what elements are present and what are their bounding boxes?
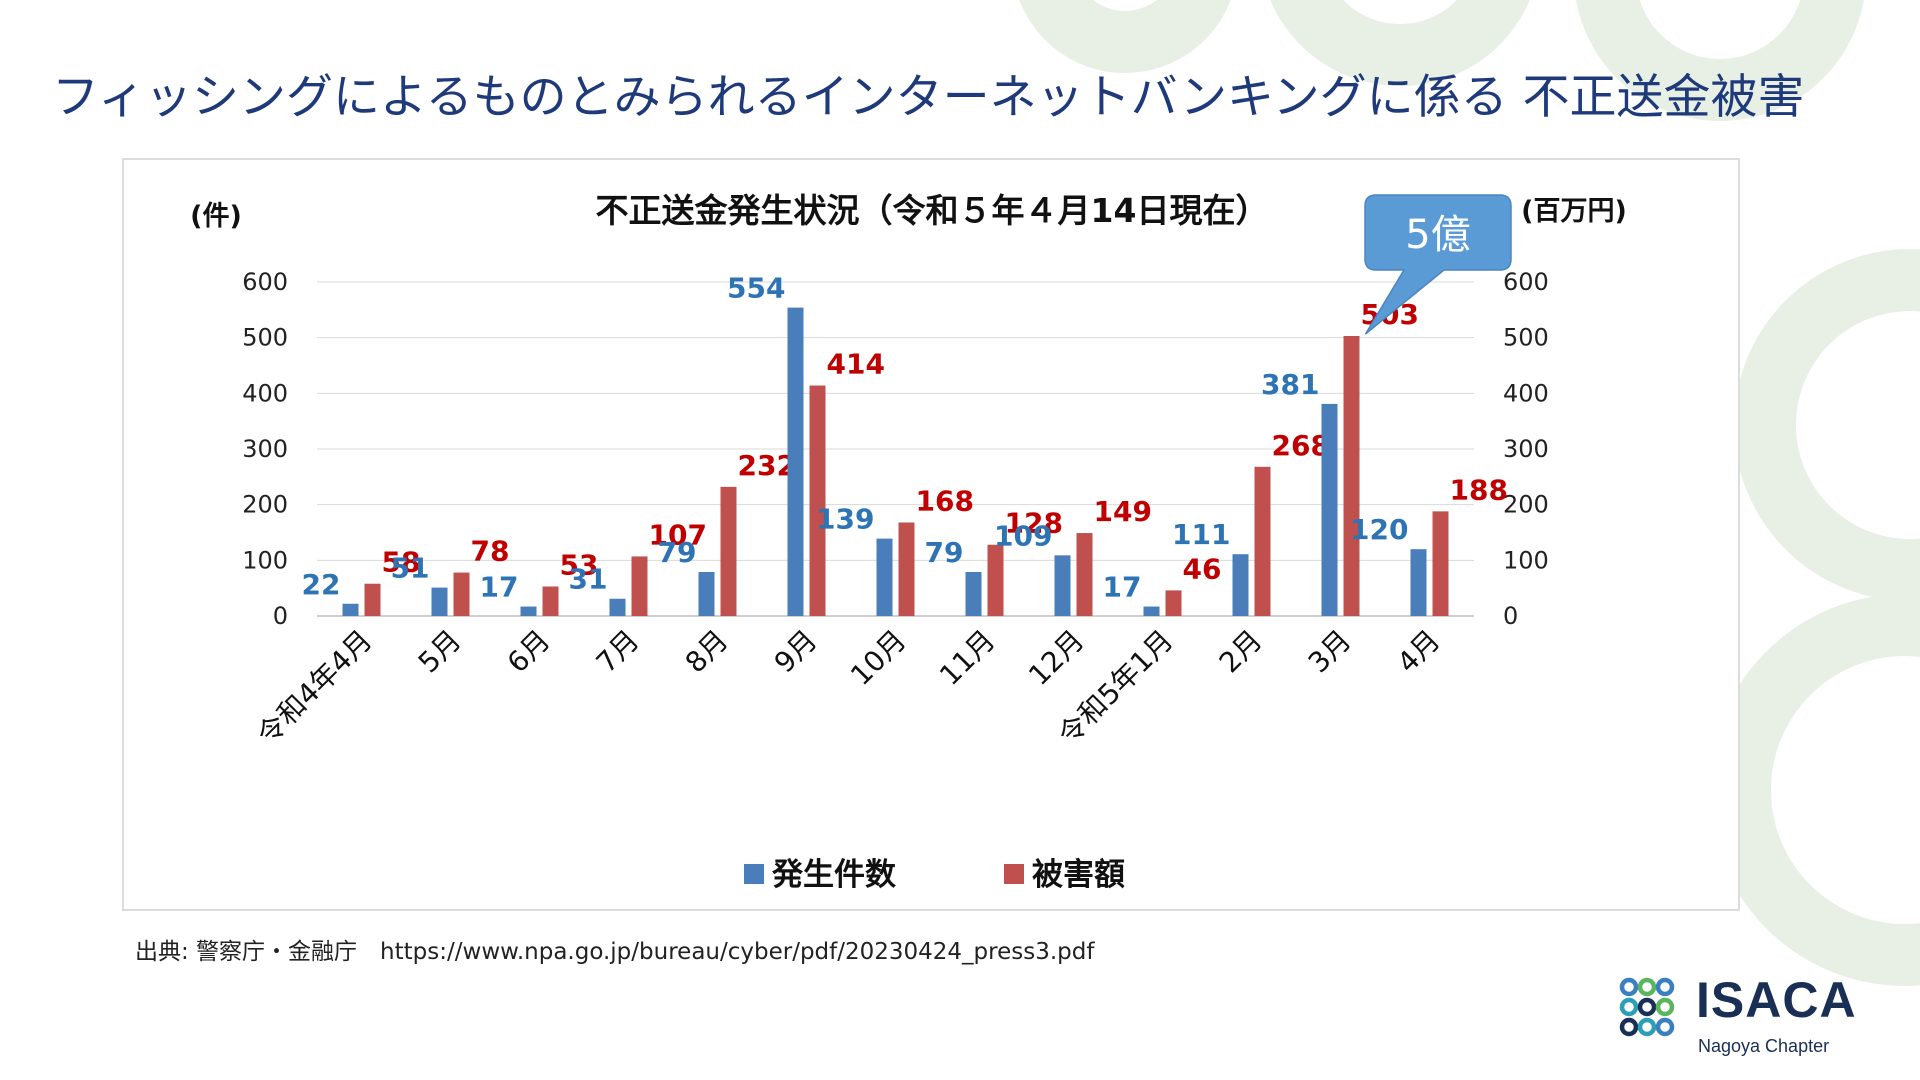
bar-amount [631, 556, 648, 616]
y-axis-label-right: (百万円) [1521, 196, 1627, 227]
legend-swatch-count [744, 864, 764, 884]
legend-label-count: 発生件数 [771, 857, 896, 893]
data-label-amount: 58 [382, 546, 421, 579]
legend-label-amount: 被害額 [1032, 857, 1125, 893]
bar-count [787, 307, 804, 616]
data-label-count: 17 [1103, 571, 1142, 604]
data-label-amount: 46 [1183, 552, 1222, 585]
bar-count [876, 538, 893, 616]
bar-count [1321, 403, 1338, 616]
data-label-count: 381 [1261, 368, 1319, 401]
y-tick-label-right: 100 [1503, 546, 1549, 574]
data-label-amount: 53 [560, 548, 599, 581]
x-tick-label: 11月 [933, 624, 1001, 692]
bar-amount [1254, 466, 1271, 616]
y-tick-label-left: 200 [242, 491, 288, 519]
bar-count [520, 606, 537, 616]
y-tick-label-left: 100 [242, 546, 288, 574]
data-label-amount: 78 [471, 535, 510, 568]
y-tick-label-left: 300 [242, 435, 288, 463]
y-tick-label-right: 600 [1503, 268, 1549, 296]
isaca-logo: ISACA Nagoya Chapter [1618, 972, 1868, 1063]
bar-count [1054, 555, 1071, 616]
data-label-count: 79 [925, 536, 964, 569]
bar-amount [453, 572, 470, 616]
legend-swatch-amount [1004, 864, 1024, 884]
x-tick-label: 4月 [1391, 624, 1447, 680]
y-tick-label-left: 0 [273, 602, 288, 630]
bar-chart: 0 0 100 100 200 200 300 300 400 400 500 500 600 600 不正… [190, 191, 1627, 893]
data-label-amount: 107 [649, 518, 707, 551]
data-label-count: 51 [391, 552, 430, 585]
bar-count [431, 587, 448, 616]
y-tick-label-left: 400 [242, 379, 288, 407]
data-label-count: 31 [569, 563, 608, 596]
y-axis-label-left: (件) [190, 201, 242, 232]
data-label-count: 139 [816, 503, 874, 536]
bar-amount [720, 486, 737, 616]
x-tick-label: 12月 [1022, 624, 1090, 692]
bar-amount [364, 583, 381, 616]
bar-count [609, 598, 626, 616]
data-label-amount: 168 [916, 484, 974, 517]
y-tick-label-left: 500 [242, 324, 288, 352]
x-tick-label: 7月 [590, 624, 646, 680]
bar-amount [542, 586, 559, 616]
data-label-amount: 414 [827, 348, 885, 381]
y-tick-label-right: 300 [1503, 435, 1549, 463]
source-citation: 出典: 警察庁・金融庁 https://www.npa.go.jp/bureau… [135, 939, 1095, 965]
bar-count [698, 572, 715, 616]
data-label-count: 79 [658, 536, 697, 569]
bar-count [965, 572, 982, 616]
data-label-count: 111 [1172, 518, 1230, 551]
bar-amount [809, 385, 826, 616]
x-tick-label: 8月 [679, 624, 735, 680]
data-label-amount: 232 [738, 449, 796, 482]
data-label-count: 554 [727, 272, 785, 305]
callout-label: 5億 [1405, 212, 1470, 258]
slide-title: フィッシングによるものとみられるインターネットバンキングに係る 不正送金被害 [52, 70, 1805, 125]
data-label-amount: 188 [1450, 473, 1508, 506]
data-label-count: 109 [994, 519, 1052, 552]
data-label-count: 22 [302, 568, 341, 601]
data-label-amount: 149 [1094, 495, 1152, 528]
logo-chapter: Nagoya Chapter [1698, 1036, 1830, 1056]
isaca-rings-icon [1619, 977, 1675, 1037]
x-tick-label: 3月 [1302, 624, 1358, 680]
bar-count [342, 603, 359, 616]
bar-amount [987, 544, 1004, 616]
x-tick-label: 5月 [412, 624, 468, 680]
y-tick-label-right: 500 [1503, 324, 1549, 352]
chart-title: 不正送金発生状況（令和５年４月14日現在） [596, 191, 1269, 230]
bar-amount [1432, 511, 1449, 616]
x-tick-label: 2月 [1213, 624, 1269, 680]
bar-count [1410, 549, 1427, 616]
data-label-count: 120 [1350, 513, 1408, 546]
x-tick-label: 令和4年4月 [251, 624, 379, 752]
bar-amount [1165, 590, 1182, 616]
y-tick-label-left: 600 [242, 268, 288, 296]
bar-count [1143, 606, 1160, 616]
data-label-count: 17 [480, 571, 519, 604]
chart-panel: 0 0 100 100 200 200 300 300 400 400 500 500 600 600 不正… [122, 158, 1740, 911]
y-tick-label-right: 0 [1503, 602, 1518, 630]
x-tick-label: 6月 [501, 624, 557, 680]
data-label-amount: 268 [1272, 429, 1330, 462]
y-tick-label-right: 200 [1503, 491, 1549, 519]
logo-wordmark: ISACA [1696, 972, 1857, 1028]
bar-amount [1076, 533, 1093, 616]
x-tick-label: 9月 [768, 624, 824, 680]
callout-bubble [1364, 194, 1512, 335]
y-tick-label-right: 400 [1503, 379, 1549, 407]
bar-amount [898, 522, 915, 616]
bar-count [1232, 554, 1249, 616]
x-tick-label: 10月 [844, 624, 912, 692]
data-label-amount: 128 [1005, 507, 1063, 540]
bar-amount [1343, 335, 1360, 616]
